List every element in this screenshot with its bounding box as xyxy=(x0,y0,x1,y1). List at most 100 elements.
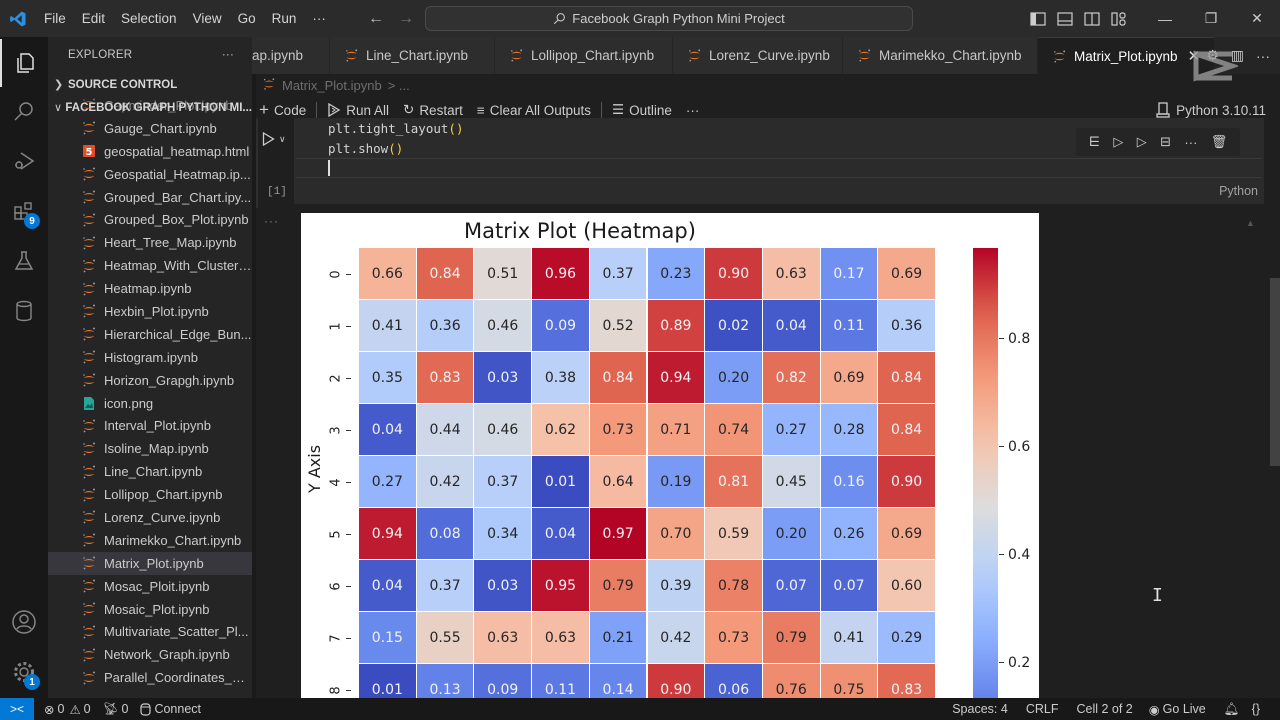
project-folder-section[interactable]: ∨ FACEBOOK GRAPH PYTHON MI... xyxy=(48,96,252,119)
menu-view[interactable]: View xyxy=(192,11,222,26)
file-item[interactable]: Network_Graph.ipynb xyxy=(48,643,252,666)
breadcrumb-rest[interactable]: > ... xyxy=(387,77,410,93)
toolbar-more-button[interactable]: ··· xyxy=(685,102,700,118)
back-arrow-icon[interactable]: ← xyxy=(368,9,384,27)
scroll-up-arrow-icon[interactable]: ▲ xyxy=(1246,218,1255,228)
execute-below-icon[interactable]: ▷ xyxy=(1136,134,1147,149)
menu-go[interactable]: Go xyxy=(237,11,256,26)
add-code-cell-button[interactable]: + Code xyxy=(252,100,313,120)
file-item[interactable]: Marimekko_Chart.ipynb xyxy=(48,529,252,552)
editor-tab[interactable]: Lorenz_Curve.ipynb xyxy=(673,37,843,74)
output-more-icon[interactable]: ··· xyxy=(264,214,279,228)
toggle-primary-sidebar-icon[interactable] xyxy=(1024,0,1051,37)
file-item[interactable]: Hexbin_Plot.ipynb xyxy=(48,300,252,323)
menu-run[interactable]: Run xyxy=(271,11,297,26)
file-item[interactable]: Mosac_Ploit.ipynb xyxy=(48,575,252,598)
split-cell-icon[interactable]: ⊟ xyxy=(1160,134,1172,149)
file-item[interactable]: Parallel_Coordinates_Pl... xyxy=(48,666,252,689)
accounts-icon[interactable] xyxy=(0,598,48,646)
language-braces-icon[interactable]: {} xyxy=(1251,702,1260,716)
forward-arrow-icon[interactable]: → xyxy=(398,9,414,27)
eol-status[interactable]: CRLF xyxy=(1025,702,1059,716)
file-item[interactable]: Heatmap.ipynb xyxy=(48,277,252,300)
file-item[interactable]: Heatmap_With_Clusteri... xyxy=(48,254,252,277)
database-icon[interactable] xyxy=(0,287,48,335)
execute-above-icon[interactable]: ▷ xyxy=(1113,134,1124,149)
outline-button[interactable]: ☰ Outline xyxy=(605,102,679,118)
file-item[interactable]: Grouped_Bar_Chart.ipy... xyxy=(48,186,252,209)
go-live-button[interactable]: ◉ Go Live xyxy=(1148,702,1206,717)
editor-tab[interactable]: Lollipop_Chart.ipynb xyxy=(495,37,673,74)
editor-more-actions-icon[interactable]: ··· xyxy=(1256,47,1270,64)
cell-language-picker[interactable]: Python xyxy=(1219,184,1258,198)
editor-tab[interactable]: Matrix_Plot.ipynb ✕ xyxy=(1038,37,1216,74)
editor-tab[interactable]: ap.ipynb xyxy=(252,37,330,74)
customize-layout-icon[interactable] xyxy=(1105,0,1132,37)
menu-file[interactable]: File xyxy=(44,11,66,26)
breadcrumb-file[interactable]: Matrix_Plot.ipynb xyxy=(282,77,382,93)
cell-more-icon[interactable]: ··· xyxy=(1184,134,1198,150)
testing-flask-icon[interactable] xyxy=(0,237,48,285)
menu-edit[interactable]: Edit xyxy=(81,11,106,26)
explorer-more-button[interactable]: ··· xyxy=(221,49,234,61)
connect-status[interactable]: Connect xyxy=(134,702,207,716)
code-editor[interactable]: plt.tight_layout() plt.show() xyxy=(328,119,463,159)
split-editor-icon[interactable]: ▥ xyxy=(1230,47,1244,63)
jupyter-file-icon xyxy=(81,670,97,686)
editor-scrollbar[interactable] xyxy=(1270,278,1280,466)
run-options-chevron-icon[interactable]: ∨ xyxy=(279,133,286,144)
file-item[interactable]: Histogram.ipynb xyxy=(48,346,252,369)
remote-indicator-icon[interactable]: >< xyxy=(0,698,34,720)
problems-status[interactable]: ⊗ 0 ⚠ 0 xyxy=(44,702,91,717)
warning-icon: ⚠ xyxy=(69,702,81,717)
notifications-bell-icon[interactable]: 🔔︎ xyxy=(1223,701,1240,716)
source-control-label: SOURCE CONTROL xyxy=(68,78,178,91)
clear-all-outputs-button[interactable]: ≡ Clear All Outputs xyxy=(470,103,598,118)
extensions-icon[interactable]: 9 xyxy=(0,187,48,235)
editor-tab[interactable]: Line_Chart.ipynb xyxy=(330,37,495,74)
run-debug-icon[interactable] xyxy=(0,137,48,185)
run-cell-button[interactable]: ∨ xyxy=(262,132,286,146)
file-item[interactable]: icon.png xyxy=(48,392,252,415)
restart-button[interactable]: ↻ Restart xyxy=(396,102,470,118)
menu-selection[interactable]: Selection xyxy=(121,11,177,26)
kernel-picker[interactable]: Python 3.10.11 xyxy=(1156,96,1266,124)
file-item[interactable]: Geospatial_Heatmap.ip... xyxy=(48,163,252,186)
file-item[interactable]: 5 geospatial_heatmap.html xyxy=(48,140,252,163)
run-all-button[interactable]: Run All xyxy=(320,103,396,118)
file-item[interactable]: Grouped_Box_Plot.ipynb xyxy=(48,208,252,231)
file-item[interactable]: Hierarchical_Edge_Bun... xyxy=(48,323,252,346)
file-item[interactable]: Interval_Plot.ipynb xyxy=(48,414,252,437)
file-item[interactable]: Horizon_Grapgh.ipynb xyxy=(48,369,252,392)
file-item[interactable]: Gapminder_Plot.ipynb xyxy=(48,94,252,117)
explorer-icon[interactable] xyxy=(0,39,48,87)
settings-gear-icon[interactable]: 1 xyxy=(0,648,48,696)
toggle-secondary-sidebar-icon[interactable] xyxy=(1078,0,1105,37)
toggle-panel-icon[interactable] xyxy=(1051,0,1078,37)
delete-cell-icon[interactable]: 🗑 xyxy=(1210,134,1228,149)
clear-all-label: Clear All Outputs xyxy=(489,102,592,118)
search-icon[interactable] xyxy=(0,88,48,136)
indentation-status[interactable]: Spaces: 4 xyxy=(952,702,1008,716)
file-item[interactable]: Lorenz_Curve.ipynb xyxy=(48,506,252,529)
file-item[interactable]: Isoline_Map.ipynb xyxy=(48,437,252,460)
close-button[interactable]: ✕ xyxy=(1251,10,1263,26)
plus-icon: + xyxy=(259,100,269,119)
editor-tab[interactable]: Marimekko_Chart.ipynb xyxy=(843,37,1038,74)
sidebar-sash[interactable] xyxy=(252,37,256,698)
run-by-line-icon[interactable]: ⋿ xyxy=(1088,134,1101,149)
menu-more[interactable]: ··· xyxy=(312,11,326,26)
restore-button[interactable]: ❐ xyxy=(1204,10,1218,26)
file-item[interactable]: Multivariate_Scatter_Pl... xyxy=(48,620,252,643)
file-item[interactable]: Mosaic_Plot.ipynb xyxy=(48,598,252,621)
file-item[interactable]: Heart_Tree_Map.ipynb xyxy=(48,231,252,254)
file-item[interactable]: Lollipop_Chart.ipynb xyxy=(48,483,252,506)
file-item[interactable]: Matrix_Plot.ipynb xyxy=(48,551,252,575)
command-center-search[interactable]: Facebook Graph Python Mini Project xyxy=(425,6,913,31)
file-item[interactable]: Gauge_Chart.ipynb xyxy=(48,117,252,140)
cell-position-status[interactable]: Cell 2 of 2 xyxy=(1076,702,1133,716)
source-control-section[interactable]: ❯ SOURCE CONTROL xyxy=(48,73,252,96)
file-item[interactable]: Line_Chart.ipynb xyxy=(48,460,252,483)
minimize-button[interactable]: — xyxy=(1158,10,1172,27)
ports-status[interactable]: 📡︎ 0 xyxy=(102,701,129,717)
